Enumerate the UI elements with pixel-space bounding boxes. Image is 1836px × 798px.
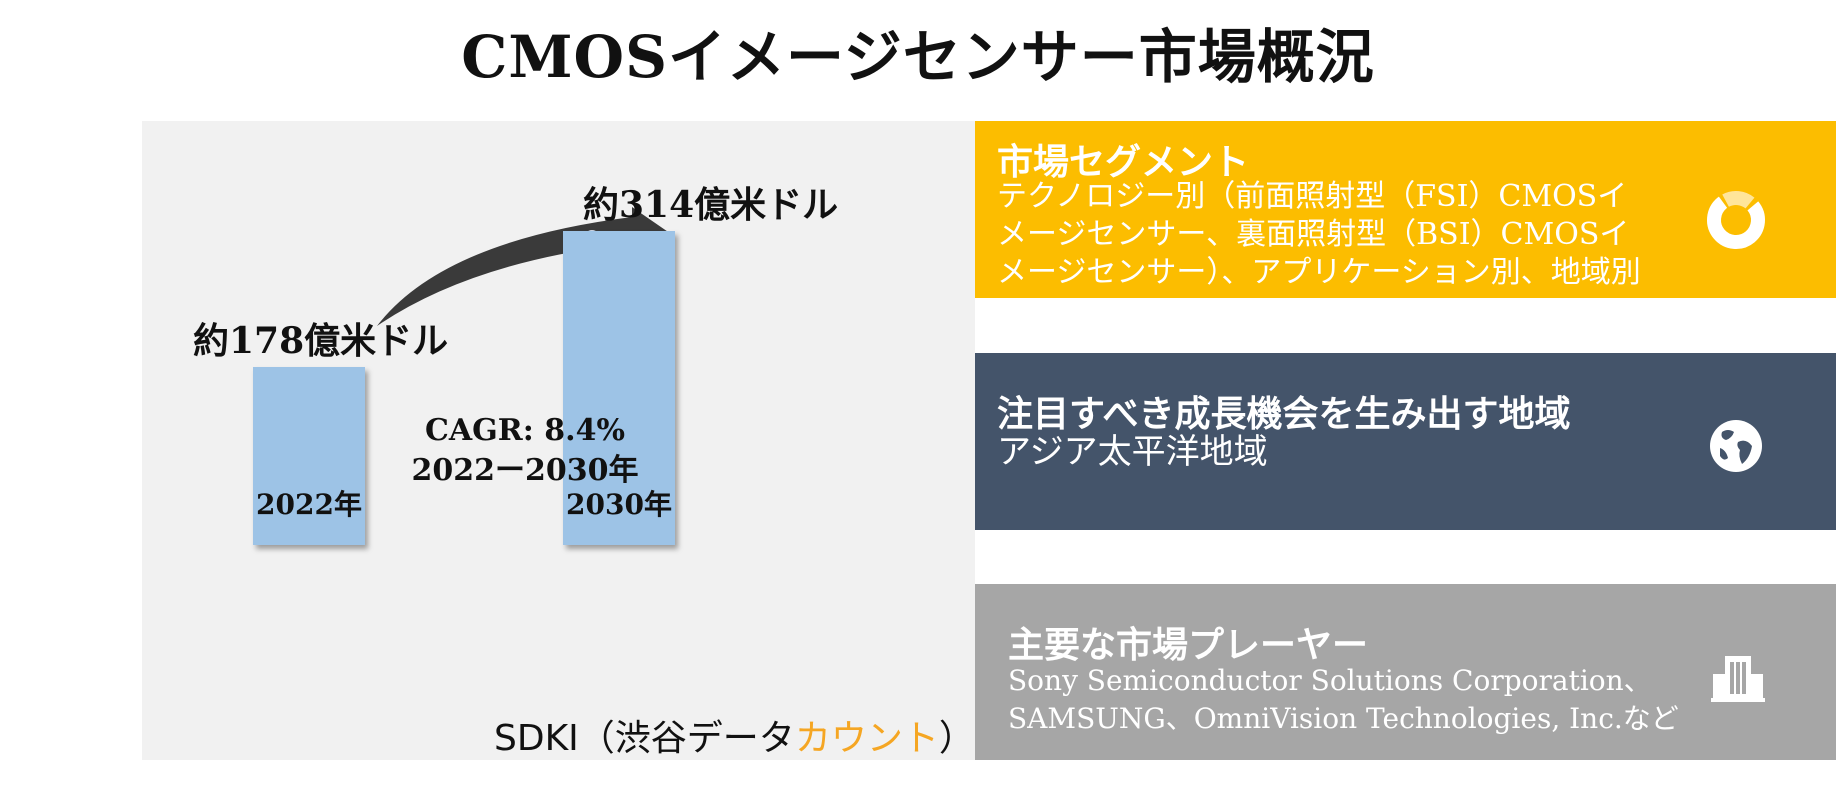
page-title: CMOSイメージセンサー市場概況 [461, 23, 1375, 91]
players-line: SAMSUNG、OmniVision Technologies, Inc.など [1008, 702, 1679, 735]
source-suffix: ） [938, 718, 975, 759]
region-box: 注目すべき成長機会を生み出す地域 アジア太平洋地域 [975, 353, 1836, 530]
chart-panel: 2022年 2030年 約178億米ドル 約314億米ドル CAGR: 8.4%… [142, 121, 975, 760]
source-accent: カウント [794, 718, 939, 759]
segment-heading: 市場セグメント [997, 141, 1250, 183]
bar-category-label: 2022年 [256, 488, 362, 521]
players-line: Sony Semiconductor Solutions Corporation… [1008, 664, 1652, 697]
cagr-period: 2022ー2030年 [411, 453, 639, 488]
bar-2030: 2030年 [563, 231, 675, 545]
donut-chart-icon [1707, 191, 1765, 249]
bar-2022: 2022年 [253, 367, 365, 545]
segment-line: テクノロジー別（前面照射型（FSI）CMOSイ [997, 179, 1628, 214]
segment-line: メージセンサー、裏面照射型（BSI）CMOSイ [997, 217, 1630, 252]
value-label-2022: 約178億米ドル [193, 320, 449, 362]
source-prefix: SDKI（渋谷データ [494, 718, 795, 759]
players-box: 主要な市場プレーヤー Sony Semiconductor Solutions … [975, 584, 1836, 760]
building-icon [1711, 656, 1765, 702]
globe-icon [1710, 420, 1762, 472]
bar-category-label: 2030年 [566, 488, 672, 521]
segment-line: メージセンサー）、アプリケーション別、地域別 [997, 255, 1641, 290]
cagr-value: CAGR: 8.4% [425, 413, 625, 448]
segment-body: テクノロジー別（前面照射型（FSI）CMOSイ メージセンサー、裏面照射型（BS… [997, 178, 1641, 292]
segment-box: 市場セグメント テクノロジー別（前面照射型（FSI）CMOSイ メージセンサー、… [975, 121, 1836, 298]
region-heading: 注目すべき成長機会を生み出す地域 [997, 393, 1571, 435]
value-label-2030: 約314億米ドル [583, 184, 839, 226]
players-body: Sony Semiconductor Solutions Corporation… [1008, 662, 1679, 738]
region-body: アジア太平洋地域 [997, 432, 1268, 472]
source-credit: SDKI（渋谷データカウント） [494, 709, 975, 761]
cagr-annotation: CAGR: 8.4% 2022ー2030年 [410, 411, 640, 491]
players-heading: 主要な市場プレーヤー [1008, 624, 1369, 666]
